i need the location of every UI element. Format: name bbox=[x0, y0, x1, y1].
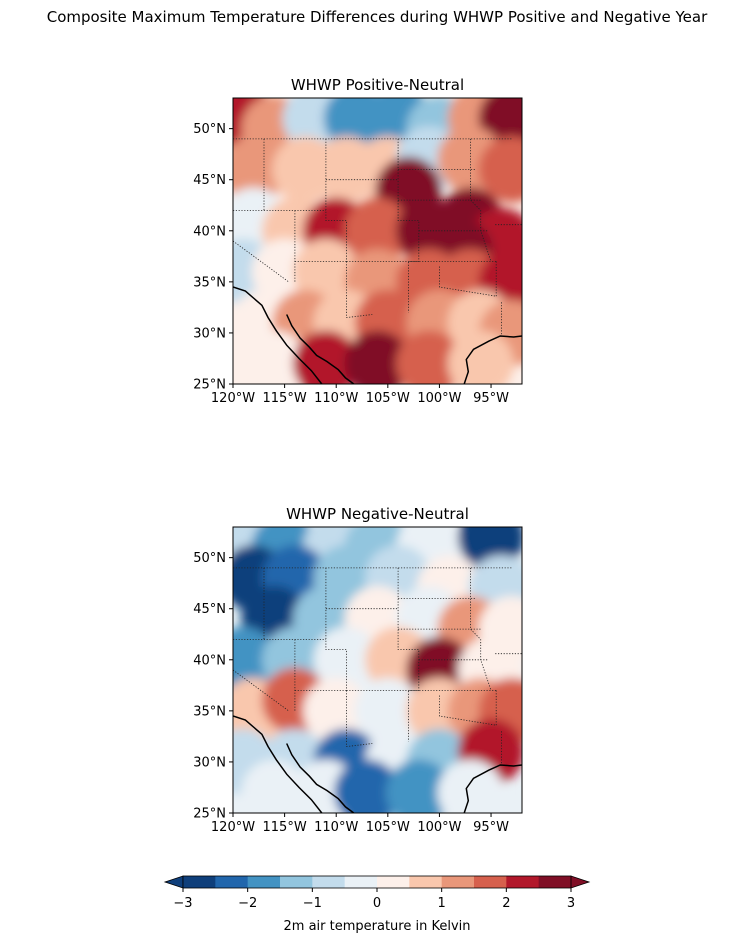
y-tick-label: 30°N bbox=[193, 755, 226, 770]
panel-title: WHWP Positive-Neutral bbox=[291, 76, 464, 94]
colorbar-swatch bbox=[409, 876, 443, 888]
panel-title: WHWP Negative-Neutral bbox=[286, 505, 469, 523]
figure-title: Composite Maximum Temperature Difference… bbox=[46, 8, 708, 26]
colorbar: −3 −2 −1 0 1 2 3 bbox=[163, 875, 591, 911]
colorbar-swatch bbox=[474, 876, 507, 888]
coastline bbox=[233, 286, 522, 384]
field-cell bbox=[303, 677, 370, 744]
field-cell bbox=[396, 330, 463, 384]
temperature-field bbox=[233, 527, 522, 813]
colorbar-swatch bbox=[538, 876, 572, 888]
field-cell bbox=[334, 759, 401, 813]
x-tick-label: 115°W bbox=[263, 820, 307, 835]
y-tick-label: 35°N bbox=[193, 275, 226, 290]
colorbar-tick-label: −3 bbox=[173, 896, 192, 911]
colorbar-extend-low bbox=[163, 875, 184, 889]
colorbar-swatch bbox=[344, 876, 378, 888]
panel-positive-neutral: WHWP Positive-Neutral 120°W 115°W 110°W 105… bbox=[193, 76, 523, 406]
x-tick-label: 120°W bbox=[211, 391, 255, 406]
map-area bbox=[233, 527, 522, 813]
y-tick-label: 35°N bbox=[193, 704, 226, 719]
field-cell bbox=[437, 759, 504, 813]
y-tick-label: 25°N bbox=[193, 807, 226, 822]
y-tick-label: 25°N bbox=[193, 378, 226, 393]
colorbar-swatch bbox=[247, 876, 281, 888]
field-cell bbox=[292, 238, 359, 305]
coastline-segment bbox=[233, 715, 323, 813]
y-tick-label: 40°N bbox=[193, 653, 226, 668]
coastline-segment bbox=[286, 314, 355, 384]
x-tick-label: 100°W bbox=[417, 820, 461, 835]
coastline-segment bbox=[463, 764, 522, 813]
map-frame bbox=[232, 97, 523, 385]
x-tick-label: 95°W bbox=[473, 820, 509, 835]
coastline-segment bbox=[286, 743, 355, 813]
colorbar-swatch bbox=[183, 876, 216, 888]
axis-ticks: 120°W 115°W 110°W 105°W 100°W 95°W 25°N 30°N 35°… bbox=[193, 122, 509, 406]
colorbar-tick-label: −2 bbox=[238, 896, 257, 911]
field-cell bbox=[385, 759, 452, 813]
state-border bbox=[233, 669, 289, 712]
state-border bbox=[397, 567, 420, 742]
field-cell bbox=[344, 197, 411, 264]
coastline-segment bbox=[463, 335, 522, 384]
temperature-field bbox=[233, 98, 522, 384]
colorbar-swatch bbox=[506, 876, 540, 888]
colorbar-tick-label: 1 bbox=[438, 896, 446, 911]
field-cell bbox=[233, 626, 277, 693]
state-border bbox=[346, 261, 373, 319]
colorbar-swatch bbox=[377, 876, 410, 888]
state-border bbox=[397, 138, 420, 313]
y-tick-label: 40°N bbox=[193, 224, 226, 239]
state-border bbox=[439, 266, 497, 297]
y-tick-label: 50°N bbox=[193, 122, 226, 137]
colorbar-label: 2m air temperature in Kelvin bbox=[284, 919, 471, 934]
x-tick-label: 95°W bbox=[473, 391, 509, 406]
panel-negative-neutral: WHWP Negative-Neutral 120°W 115°W 110°W 105… bbox=[193, 505, 523, 835]
state-border bbox=[233, 240, 289, 283]
y-tick-label: 45°N bbox=[193, 173, 226, 188]
field-cell bbox=[478, 136, 522, 203]
x-tick-label: 105°W bbox=[366, 820, 410, 835]
state-border bbox=[470, 567, 492, 691]
axis-ticks: 120°W 115°W 110°W 105°W 100°W 95°W 25°N 30°N 35°… bbox=[193, 551, 509, 835]
x-tick-label: 110°W bbox=[314, 820, 358, 835]
field-cell bbox=[344, 330, 411, 384]
colorbar-tick-label: −1 bbox=[303, 896, 322, 911]
colorbar-swatch bbox=[280, 876, 313, 888]
colorbar-tick-label: 3 bbox=[567, 896, 575, 911]
y-tick-label: 45°N bbox=[193, 602, 226, 617]
state-border bbox=[346, 690, 373, 748]
coastline-segment bbox=[233, 286, 323, 384]
field-cell bbox=[233, 136, 287, 203]
x-tick-label: 105°W bbox=[366, 391, 410, 406]
x-tick-label: 110°W bbox=[314, 391, 358, 406]
state-border bbox=[470, 138, 492, 262]
y-tick-label: 50°N bbox=[193, 551, 226, 566]
state-borders bbox=[233, 567, 522, 764]
coastline bbox=[233, 715, 522, 813]
x-tick-label: 120°W bbox=[211, 820, 255, 835]
state-border bbox=[439, 695, 497, 726]
field-cell bbox=[292, 330, 359, 384]
field-cell bbox=[447, 330, 514, 384]
map-area bbox=[233, 98, 522, 384]
x-tick-label: 100°W bbox=[417, 391, 461, 406]
colorbar-tick-label: 0 bbox=[373, 896, 381, 911]
field-cell bbox=[241, 330, 308, 384]
x-tick-label: 115°W bbox=[263, 391, 307, 406]
state-borders bbox=[233, 138, 522, 335]
map-frame bbox=[232, 526, 523, 814]
colorbar-tick-label: 2 bbox=[502, 896, 510, 911]
colorbar-extend-high bbox=[570, 875, 591, 889]
colorbar-swatch bbox=[441, 876, 475, 888]
y-tick-label: 30°N bbox=[193, 326, 226, 341]
colorbar-swatch bbox=[312, 876, 346, 888]
field-cell bbox=[241, 759, 308, 813]
field-cell bbox=[354, 677, 421, 744]
colorbar-swatch bbox=[215, 876, 249, 888]
